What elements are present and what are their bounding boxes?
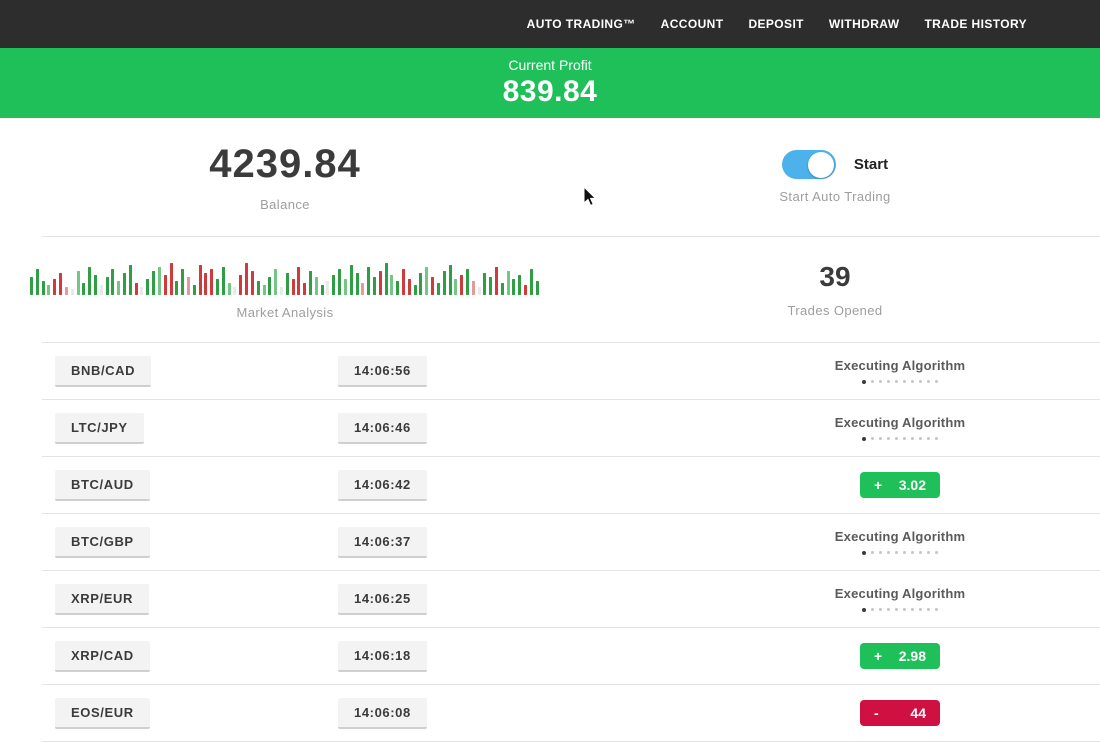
pair-chip[interactable]: BNB/CAD [55, 355, 152, 387]
status-label: Executing Algorithm [834, 529, 966, 545]
stats-row-market: Market Analysis 39 Trades Opened [0, 237, 1100, 342]
trade-row: XRP/EUR 14:06:25 Executing Algorithm [42, 571, 1100, 628]
status-label: Executing Algorithm [834, 358, 966, 374]
time-chip: 14:06:18 [338, 640, 427, 672]
status-label: Executing Algorithm [834, 586, 966, 602]
nav-item-auto-trading[interactable]: AUTO TRADING™ [526, 17, 636, 31]
current-profit-label: Current Profit [508, 57, 592, 73]
pair-chip[interactable]: LTC/JPY [55, 412, 144, 444]
market-analysis-chart [30, 259, 540, 295]
badge-sign: - [874, 705, 879, 721]
market-analysis-label: Market Analysis [236, 305, 334, 320]
stats-row-balance: 4239.84 Balance Start Start Auto Trading [0, 118, 1100, 236]
toggle-start-label: Start [853, 156, 889, 173]
time-chip: 14:06:42 [338, 469, 427, 501]
trade-row: BTC/GBP 14:06:37 Executing Algorithm [42, 514, 1100, 571]
badge-value: 3.02 [898, 477, 926, 493]
trades-opened-label: Trades Opened [787, 303, 883, 318]
pair-chip[interactable]: BTC/AUD [55, 469, 150, 501]
section-divider [42, 236, 1100, 237]
pair-chip[interactable]: XRP/CAD [55, 640, 150, 672]
time-chip: 14:06:25 [338, 583, 427, 615]
trade-row: BTC/AUD 14:06:42 + 3.02 [42, 457, 1100, 514]
nav-item-withdraw[interactable]: WITHDRAW [828, 17, 900, 31]
auto-trading-label: Start Auto Trading [779, 189, 891, 204]
status-label: Executing Algorithm [834, 415, 966, 431]
time-chip: 14:06:37 [338, 526, 427, 558]
nav-item-deposit[interactable]: DEPOSIT [748, 17, 804, 31]
trade-row: XRP/CAD 14:06:18 + 2.98 [42, 628, 1100, 685]
badge-value: 44 [910, 705, 926, 721]
result-badge: + 2.98 [860, 643, 940, 669]
nav-item-account[interactable]: ACCOUNT [660, 17, 724, 31]
status-dots [862, 607, 938, 612]
trade-row: EOS/EUR 14:06:08 - 44 [42, 685, 1100, 742]
pair-chip[interactable]: XRP/EUR [55, 583, 149, 615]
time-chip: 14:06:56 [338, 355, 427, 387]
time-chip: 14:06:46 [338, 412, 427, 444]
trades-list: BNB/CAD 14:06:56 Executing Algorithm LTC… [42, 342, 1100, 742]
balance-label: Balance [260, 197, 310, 212]
result-badge: - 44 [860, 700, 940, 726]
time-chip: 14:06:08 [338, 697, 427, 729]
result-badge: + 3.02 [860, 472, 940, 498]
trade-row: LTC/JPY 14:06:46 Executing Algorithm [42, 400, 1100, 457]
status-executing: Executing Algorithm [835, 415, 965, 441]
status-executing: Executing Algorithm [835, 586, 965, 612]
top-nav: AUTO TRADING™ ACCOUNT DEPOSIT WITHDRAW T… [0, 0, 1100, 48]
trades-opened-block: 39 Trades Opened [570, 261, 1100, 318]
current-profit-value: 839.84 [502, 75, 598, 108]
toggle-knob [808, 151, 835, 178]
auto-trading-toggle[interactable] [781, 150, 836, 179]
auto-trading-block: Start Start Auto Trading [570, 150, 1100, 204]
badge-value: 2.98 [898, 648, 926, 664]
pair-chip[interactable]: EOS/EUR [55, 697, 150, 729]
trades-opened-value: 39 [819, 261, 851, 292]
trade-row: BNB/CAD 14:06:56 Executing Algorithm [42, 343, 1100, 400]
balance-value: 4239.84 [209, 142, 361, 186]
market-analysis-block: Market Analysis [0, 259, 570, 320]
balance-block: 4239.84 Balance [0, 142, 570, 212]
status-dots [862, 550, 938, 555]
status-executing: Executing Algorithm [835, 358, 965, 384]
pair-chip[interactable]: BTC/GBP [55, 526, 150, 558]
current-profit-banner: Current Profit 839.84 [0, 48, 1100, 118]
nav-item-trade-history[interactable]: TRADE HISTORY [924, 17, 1027, 31]
status-dots [862, 436, 938, 441]
badge-sign: + [874, 648, 883, 664]
status-executing: Executing Algorithm [835, 529, 965, 555]
status-dots [862, 379, 938, 384]
badge-sign: + [874, 477, 883, 493]
